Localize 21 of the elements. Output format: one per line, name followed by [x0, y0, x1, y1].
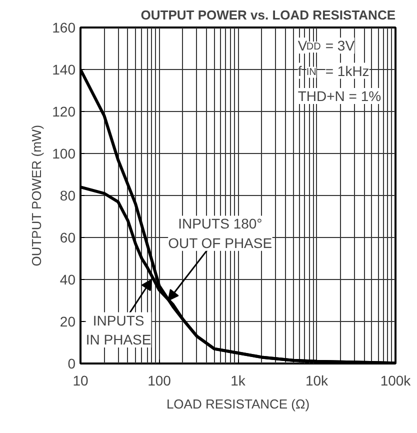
- y-tick-label: 60: [60, 230, 76, 246]
- x-tick-label: 100k: [380, 372, 412, 388]
- annotation: THD+N = 1%: [298, 88, 382, 104]
- chart-title: OUTPUT POWER vs. LOAD RESISTANCE: [140, 8, 396, 22]
- y-tick-label: 40: [60, 272, 76, 288]
- annotation: INPUTS IN PHASE: [86, 312, 152, 348]
- y-tick-label: 120: [52, 104, 76, 120]
- x-axis-title: LOAD RESISTANCE (Ω): [166, 396, 310, 412]
- y-tick-label: 0: [68, 356, 76, 372]
- x-tick-label: 100: [148, 372, 172, 388]
- y-axis-title: OUTPUT POWER (mW): [29, 124, 44, 266]
- annotation: VDD = 3V: [298, 38, 356, 54]
- y-tick-label: 80: [60, 188, 76, 204]
- y-tick-label: 140: [52, 62, 76, 78]
- y-tick-label: 100: [52, 146, 76, 162]
- annotation: INPUTS 180° OUT OF PHASE: [168, 216, 272, 251]
- x-tick-label: 1k: [230, 372, 246, 388]
- x-tick-label: 10k: [305, 372, 330, 388]
- x-tick-label: 10: [72, 372, 88, 388]
- y-tick-label: 20: [60, 314, 76, 330]
- y-tick-label: 160: [52, 20, 76, 36]
